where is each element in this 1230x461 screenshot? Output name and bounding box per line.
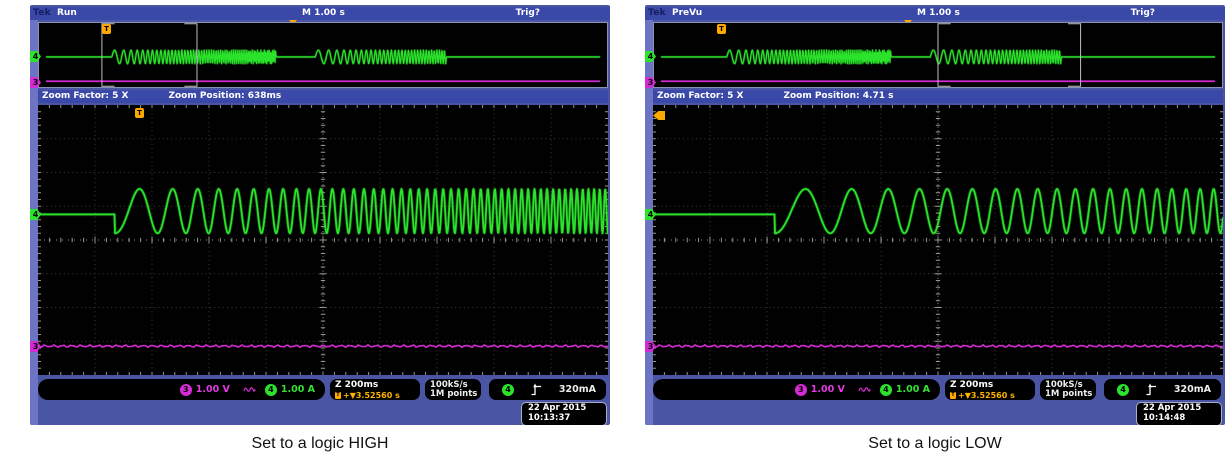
zoom-timebase-readout: Z 200ms T +▼3.52560 s: [330, 379, 420, 400]
date-label: 22 Apr 2015: [528, 403, 587, 413]
record-length: 1M points: [430, 389, 478, 399]
time-label: 10:13:37: [528, 412, 571, 423]
channel-3-marker: 3: [30, 341, 41, 352]
channel-scale-readout: 3 1.00 V 4 1.00 A: [653, 379, 940, 400]
channel-3-badge: 3: [179, 383, 192, 396]
channel-3-badge: 3: [794, 383, 807, 396]
channel-4-marker: 4: [30, 51, 41, 62]
tek-logo: Tek: [648, 8, 666, 18]
rising-edge-icon: [1146, 383, 1156, 396]
scope-panel-logic-high: Tek Run M 1.00 s Trig? T 4 3 Zoom Factor…: [30, 5, 610, 454]
trigger-source-badge: 4: [1117, 383, 1129, 396]
date-label: 22 Apr 2015: [1143, 403, 1202, 413]
channel-3-scale: 1.00 V: [810, 384, 845, 395]
scope-header-bar: Tek PreVu M 1.00 s Trig?: [645, 7, 1225, 20]
zoomed-waveform-window: T: [653, 105, 1223, 375]
readout-bar: 3 1.00 V 4 1.00 A Z 200ms T +▼3.52560 s …: [38, 379, 608, 400]
tek-logo: Tek: [33, 8, 51, 18]
scope-left-strip: [30, 20, 38, 425]
coupling-squiggle-icon: [858, 385, 871, 394]
caption-label: Set to a logic LOW: [868, 435, 1002, 452]
zoom-factor-label: Zoom Factor: 5 X: [657, 91, 744, 101]
datetime-box: 22 Apr 2015 10:13:37: [521, 402, 607, 425]
trigger-status: Trig?: [1130, 8, 1155, 18]
time-label: 10:14:48: [1143, 412, 1186, 423]
timebase-readout: M 1.00 s: [302, 8, 345, 18]
channel-3-scale: 1.00 V: [195, 384, 230, 395]
trigger-time: +▼3.52560 s: [343, 391, 400, 400]
scope-left-strip: [645, 20, 653, 425]
zoomed-waveform: [38, 105, 608, 375]
channel-4-marker: 4: [30, 209, 41, 220]
channel-3-marker: 3: [645, 341, 656, 352]
sample-rate: 100kS/s: [1045, 380, 1083, 390]
datetime-box: 22 Apr 2015 10:14:48: [1136, 402, 1222, 425]
trigger-flag-icon: T: [950, 392, 956, 399]
zoom-bar: Zoom Factor: 5 X Zoom Position: 4.71 s: [653, 90, 1223, 103]
trigger-flag-icon: T: [102, 24, 111, 34]
timebase-readout: M 1.00 s: [917, 8, 960, 18]
trigger-level: 320mA: [558, 384, 596, 395]
channel-4-scale: 1.00 A: [280, 384, 315, 395]
zoom-position-label: Zoom Position: 638ms: [168, 91, 282, 101]
trigger-readout: 4 320mA: [1104, 379, 1221, 400]
trigger-flag-icon: T: [135, 108, 144, 118]
trigger-flag-icon: T: [335, 392, 341, 399]
channel-4-marker: 4: [645, 209, 656, 220]
acquisition-readout: 100kS/s 1M points: [1040, 379, 1096, 400]
trigger-offscreen-arrow-icon: [653, 111, 665, 120]
overview-waveform: [45, 23, 601, 87]
channel-3-marker: 3: [30, 77, 41, 88]
acquisition-status: PreVu: [672, 8, 703, 18]
zoom-timebase-readout: Z 200ms T +▼3.52560 s: [945, 379, 1035, 400]
trigger-readout: 4 320mA: [489, 379, 606, 400]
rising-edge-icon: [531, 383, 541, 396]
trigger-source-badge: 4: [502, 383, 514, 396]
record-length: 1M points: [1045, 389, 1093, 399]
zoom-timebase: Z 200ms: [335, 380, 379, 390]
zoom-bar: Zoom Factor: 5 X Zoom Position: 638ms: [38, 90, 608, 103]
zoom-position-label: Zoom Position: 4.71 s: [783, 91, 894, 101]
channel-4-marker: 4: [645, 51, 656, 62]
overview-waveform: [660, 23, 1216, 87]
scope-panel-logic-low: Tek PreVu M 1.00 s Trig? T 4 3 Zoom Fact…: [645, 5, 1225, 454]
trigger-level: 320mA: [1173, 384, 1211, 395]
readout-bar: 3 1.00 V 4 1.00 A Z 200ms T +▼3.52560 s …: [653, 379, 1223, 400]
channel-4-badge: 4: [264, 383, 277, 396]
channel-scale-readout: 3 1.00 V 4 1.00 A: [38, 379, 325, 400]
zoomed-waveform-window: T: [38, 105, 608, 375]
coupling-squiggle-icon: [243, 385, 256, 394]
trigger-status: Trig?: [515, 8, 540, 18]
channel-4-badge: 4: [879, 383, 892, 396]
zoomed-waveform: [653, 105, 1223, 375]
channel-3-marker: 3: [645, 77, 656, 88]
sample-rate: 100kS/s: [430, 380, 468, 390]
overview-window: T: [38, 22, 608, 88]
acquisition-status: Run: [57, 8, 77, 18]
oscilloscope-screenshot: Tek Run M 1.00 s Trig? T 4 3 Zoom Factor…: [30, 5, 610, 425]
zoom-timebase: Z 200ms: [950, 380, 994, 390]
channel-4-scale: 1.00 A: [895, 384, 930, 395]
trigger-time: +▼3.52560 s: [958, 391, 1015, 400]
oscilloscope-screenshot: Tek PreVu M 1.00 s Trig? T 4 3 Zoom Fact…: [645, 5, 1225, 425]
trigger-flag-icon: T: [717, 24, 726, 34]
acquisition-readout: 100kS/s 1M points: [425, 379, 481, 400]
overview-window: T: [653, 22, 1223, 88]
zoom-factor-label: Zoom Factor: 5 X: [42, 91, 129, 101]
caption-label: Set to a logic HIGH: [251, 435, 389, 452]
scope-header-bar: Tek Run M 1.00 s Trig?: [30, 7, 610, 20]
